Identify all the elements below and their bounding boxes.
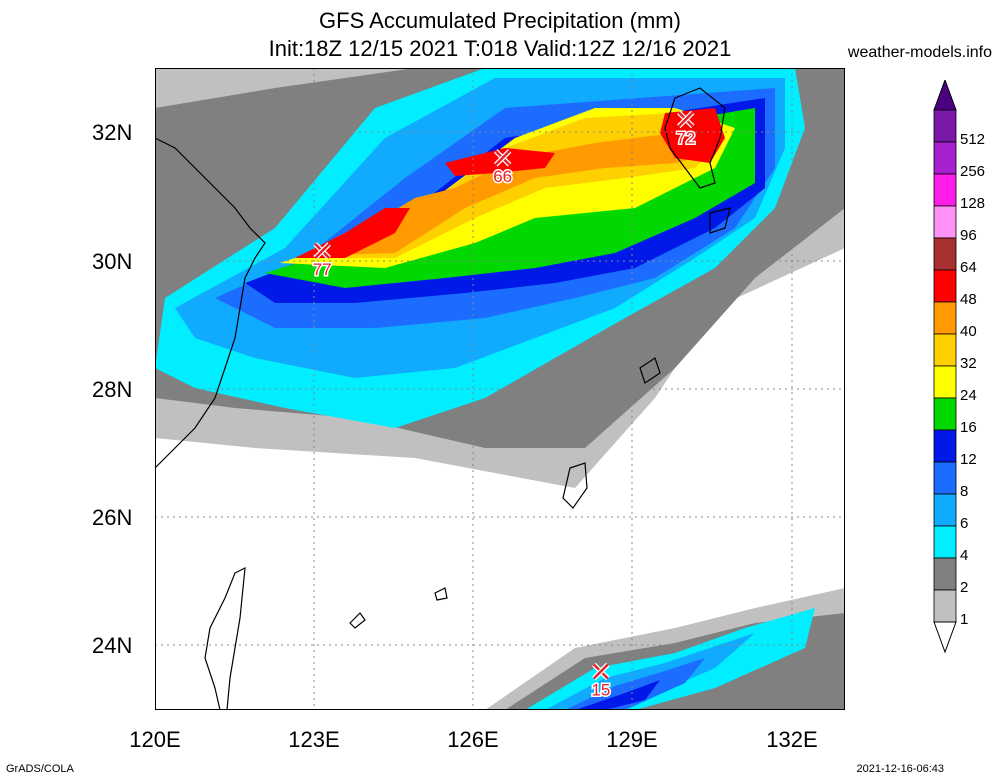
legend-swatch [933, 141, 957, 175]
legend-swatch [933, 397, 957, 431]
lon-label-126e: 126E [447, 727, 499, 752]
map-frame [155, 68, 845, 710]
legend-swatch [933, 365, 957, 399]
legend-level-label: 64 [960, 259, 977, 276]
marker-value-label: 77 [313, 260, 332, 279]
miyako-coast [349, 612, 366, 629]
lat-label-24n: 24N [92, 633, 133, 658]
gridlines [155, 68, 845, 710]
precip-south-6mm [545, 633, 755, 710]
legend-level-label: 256 [960, 163, 986, 180]
legend-swatch [933, 461, 957, 495]
legend-level-label: 128 [960, 195, 986, 212]
legend-level-label: 512 [960, 131, 986, 148]
legend-swatch [933, 557, 957, 591]
legend-swatch [933, 269, 957, 303]
taiwan-coast [204, 566, 246, 710]
yakushima-coast [709, 207, 731, 234]
lat-label-30n: 30N [92, 249, 133, 274]
marker-cross [314, 243, 331, 259]
legend-swatch [933, 109, 957, 143]
lat-label-28n: 28N [92, 377, 133, 402]
legend-level-label: 2 [960, 579, 969, 596]
legend-swatch [933, 237, 957, 271]
legend-cells [933, 80, 957, 654]
lat-label-32n: 32N [92, 120, 133, 145]
maxima-markers: 77 66 72 15 [311, 110, 697, 701]
legend-level-label: 16 [960, 419, 977, 436]
precip-maximum-marker: 77 [311, 242, 333, 280]
precipitation-map: 77 66 72 15 [155, 68, 845, 710]
legend-swatch [933, 493, 957, 527]
precip-maximum-marker: 15 [590, 662, 612, 701]
legend-swatch [933, 205, 957, 239]
legend-swatch [933, 589, 957, 623]
marker-value-label: 72 [676, 128, 695, 147]
china-coast [155, 137, 266, 469]
precip-south-12mm [575, 680, 660, 710]
legend-level-label: 8 [960, 483, 969, 500]
marker-cross [494, 149, 511, 166]
legend-level-label: 24 [960, 387, 977, 404]
map-title: GFS Accumulated Precipitation (mm) [319, 8, 681, 33]
legend-colorbar [933, 80, 957, 654]
lon-label-120e: 120E [129, 727, 181, 752]
okinawa-coast [562, 462, 588, 509]
legend-level-label: 32 [960, 355, 977, 372]
legend-level-label: 96 [960, 227, 977, 244]
footer-timestamp: 2021-12-16-06:43 [856, 763, 944, 775]
legend-swatch [933, 173, 957, 207]
marker-value-label: 15 [591, 680, 610, 699]
lon-label-129e: 129E [606, 727, 658, 752]
marker-cross [592, 663, 609, 680]
legend-swatch [933, 333, 957, 367]
marker-cross [677, 111, 694, 128]
legend-swatch [933, 429, 957, 463]
precip-40mm [305, 133, 715, 256]
legend-level-label: 1 [960, 611, 969, 628]
marker-value-label: 66 [493, 167, 512, 186]
lon-label-123e: 123E [288, 727, 340, 752]
coastlines [155, 87, 731, 710]
precip-south-8mm [565, 658, 705, 710]
precip-48mm-west [295, 208, 410, 258]
legend-level-label: 48 [960, 291, 977, 308]
precip-maximum-marker: 72 [675, 110, 697, 149]
legend-bottom-arrow [933, 621, 957, 654]
legend-swatch [933, 301, 957, 335]
site-credit: weather-models.info [847, 44, 992, 61]
lon-label-132e: 132E [766, 727, 818, 752]
precip-field [155, 68, 845, 710]
legend-level-label: 6 [960, 515, 969, 532]
precip-48mm-east [660, 108, 725, 163]
footer-software: GrADS/COLA [6, 763, 74, 775]
legend-level-label: 40 [960, 323, 977, 340]
lat-label-26n: 26N [92, 505, 133, 530]
amami-coast [639, 357, 661, 384]
map-subtitle: Init:18Z 12/15 2021 T:018 Valid:12Z 12/1… [268, 36, 732, 61]
kyushu-coast [664, 87, 726, 189]
legend-swatch [933, 525, 957, 559]
legend-level-label: 12 [960, 451, 977, 468]
daito-coast [434, 587, 448, 601]
legend-level-label: 4 [960, 547, 969, 564]
legend-top-arrow [933, 80, 957, 111]
precip-maximum-marker: 66 [492, 149, 514, 187]
